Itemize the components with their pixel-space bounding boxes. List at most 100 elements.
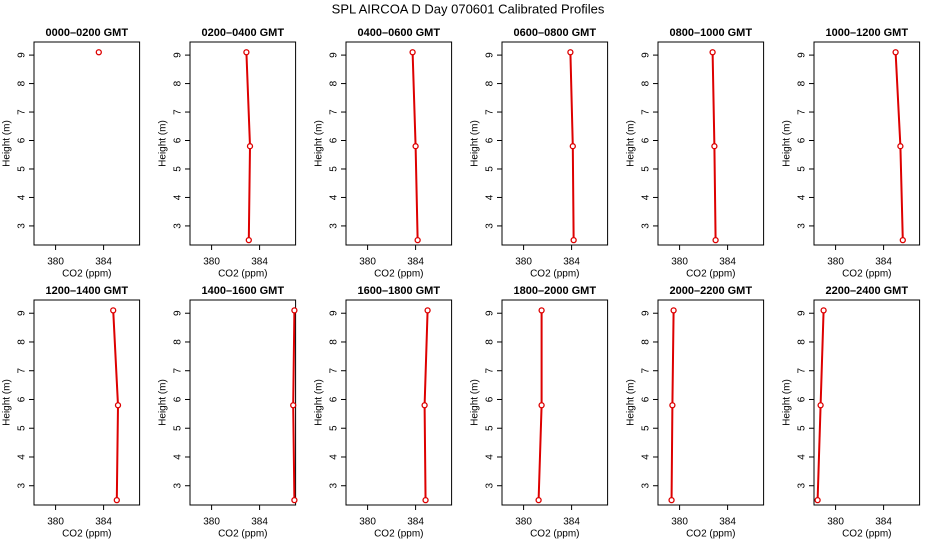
y-axis-label: Height (m) (314, 379, 325, 426)
x-tick-label: 384 (875, 517, 892, 528)
y-tick-label: 4 (329, 194, 340, 200)
x-tick-label: 384 (407, 257, 424, 268)
x-tick-label: 384 (563, 517, 580, 528)
x-tick-label: 380 (47, 257, 64, 268)
y-tick-label: 3 (797, 223, 808, 229)
y-tick-label: 9 (641, 52, 652, 58)
y-tick-label: 7 (485, 368, 496, 374)
x-axis-label: CO2 (ppm) (62, 529, 111, 540)
y-tick-label: 9 (329, 52, 340, 58)
profile-point (814, 496, 821, 504)
y-tick-label: 3 (173, 483, 184, 489)
x-tick-label: 384 (251, 257, 268, 268)
profile-point (291, 496, 298, 504)
panel-title: 1600–1800 GMT (358, 285, 441, 297)
y-tick-label: 5 (17, 166, 28, 172)
y-tick-label: 8 (797, 339, 808, 345)
main-title: SPL AIRCOA D Day 070601 Calibrated Profi… (332, 1, 605, 16)
profile-point (538, 402, 545, 409)
profile-point (110, 307, 117, 314)
y-tick-label: 4 (485, 454, 496, 460)
y-tick-label: 7 (329, 368, 340, 374)
x-tick-label: 384 (875, 257, 892, 268)
profile-point (538, 307, 545, 314)
x-axis-label: CO2 (ppm) (374, 529, 423, 540)
y-tick-label: 6 (797, 396, 808, 402)
panel-title: 0800–1000 GMT (670, 27, 753, 39)
y-tick-label: 5 (797, 425, 808, 431)
y-tick-label: 7 (641, 368, 652, 374)
y-tick-label: 4 (173, 454, 184, 460)
plot-box (189, 299, 297, 506)
y-tick-label: 6 (485, 396, 496, 402)
y-tick-label: 8 (329, 339, 340, 345)
y-tick-label: 7 (173, 109, 184, 115)
y-tick-label: 5 (641, 166, 652, 172)
x-axis-label: CO2 (ppm) (842, 269, 891, 280)
x-axis-label: CO2 (ppm) (218, 529, 267, 540)
profile-point (246, 143, 254, 150)
profile-point (95, 49, 102, 56)
y-tick-label: 3 (797, 483, 808, 489)
y-tick-label: 8 (641, 80, 652, 86)
y-tick-label: 5 (329, 425, 340, 431)
y-tick-label: 5 (485, 425, 496, 431)
y-tick-label: 9 (797, 52, 808, 58)
profile-point (290, 402, 297, 409)
profile-point (712, 237, 719, 244)
y-tick-label: 5 (797, 166, 808, 172)
y-tick-label: 5 (173, 425, 184, 431)
panel-title: 1800–2000 GMT (514, 285, 597, 297)
y-tick-label: 8 (485, 80, 496, 86)
x-axis-label: CO2 (ppm) (62, 269, 111, 280)
profile-point (421, 402, 428, 409)
panel-title: 0600–0800 GMT (514, 27, 597, 39)
y-tick-label: 6 (485, 137, 496, 143)
y-tick-label: 8 (17, 339, 28, 345)
x-tick-label: 380 (671, 257, 688, 268)
profile-point (569, 143, 576, 150)
y-tick-label: 8 (797, 80, 808, 86)
profile-point (291, 307, 298, 314)
x-tick-label: 380 (515, 517, 532, 528)
profile-point (414, 237, 421, 244)
y-tick-label: 7 (485, 109, 496, 115)
profile-point (243, 49, 250, 56)
plot-box (189, 41, 297, 246)
y-axis-label: Height (m) (2, 120, 13, 167)
plot-box (813, 41, 921, 246)
y-tick-label: 8 (485, 339, 496, 345)
y-tick-label: 3 (641, 483, 652, 489)
plot-box (501, 299, 609, 506)
y-tick-label: 6 (17, 137, 28, 143)
profile-point (567, 49, 574, 56)
y-axis-label: Height (m) (2, 379, 13, 426)
panel-title: 1200–1400 GMT (46, 285, 129, 297)
y-tick-label: 9 (173, 310, 184, 316)
x-tick-label: 384 (95, 257, 112, 268)
y-tick-label: 7 (797, 109, 808, 115)
profile-point (709, 49, 716, 56)
panel-title: 2200–2400 GMT (826, 285, 909, 297)
y-tick-label: 8 (173, 339, 184, 345)
y-tick-label: 3 (485, 223, 496, 229)
y-tick-label: 6 (173, 137, 184, 143)
y-tick-label: 3 (17, 483, 28, 489)
y-tick-label: 6 (329, 137, 340, 143)
x-axis-label: CO2 (ppm) (530, 529, 579, 540)
profile-point (897, 143, 904, 150)
plot-box (345, 41, 453, 246)
x-tick-label: 384 (95, 517, 112, 528)
profile-point (669, 402, 676, 409)
x-tick-label: 380 (515, 257, 532, 268)
profile-point (409, 49, 416, 56)
x-tick-label: 380 (203, 517, 220, 528)
panel-title: 2000–2200 GMT (670, 285, 753, 297)
plot-box (657, 299, 765, 506)
x-axis-label: CO2 (ppm) (530, 269, 579, 280)
panel-title: 1000–1200 GMT (826, 27, 909, 39)
y-tick-label: 8 (17, 80, 28, 86)
y-tick-label: 4 (641, 194, 652, 200)
y-tick-label: 7 (17, 368, 28, 374)
y-tick-label: 4 (17, 454, 28, 460)
